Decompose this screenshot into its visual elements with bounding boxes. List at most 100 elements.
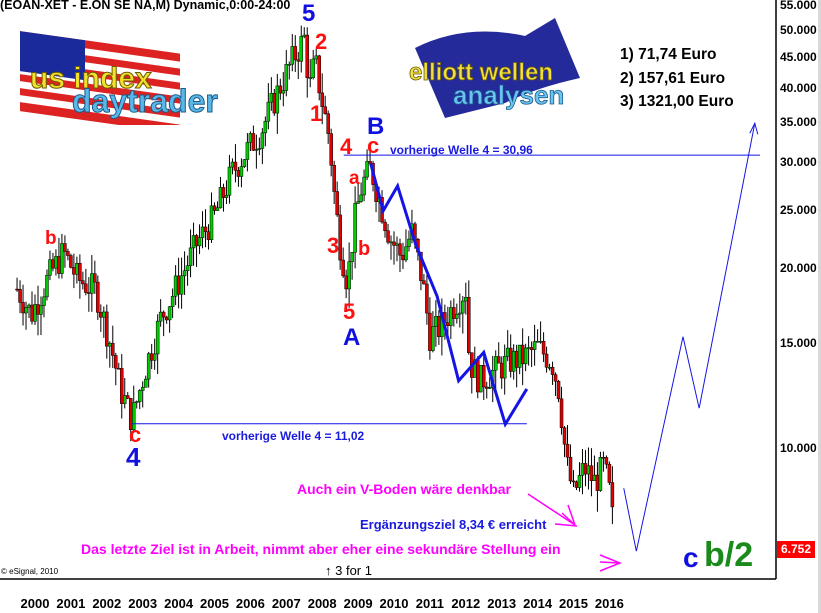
candle-body bbox=[482, 365, 486, 388]
candle-body bbox=[54, 256, 58, 269]
x-tick-label: 2001 bbox=[56, 596, 86, 611]
candle-body bbox=[505, 347, 510, 357]
candle-body bbox=[200, 226, 205, 238]
candle-body bbox=[111, 342, 115, 356]
candle-body bbox=[206, 231, 211, 240]
candle-body bbox=[323, 106, 327, 114]
candle-body bbox=[589, 465, 594, 481]
candle-body bbox=[368, 161, 372, 164]
candle-body bbox=[105, 311, 109, 347]
candle-body bbox=[203, 226, 208, 233]
x-tick-label: 2014 bbox=[523, 596, 553, 611]
candle-body bbox=[308, 77, 312, 79]
candle-body bbox=[571, 480, 576, 483]
candle-body bbox=[81, 280, 85, 285]
candle-body bbox=[117, 367, 121, 370]
candle-body bbox=[60, 243, 64, 274]
x-tick-label: 2000 bbox=[20, 596, 50, 611]
candle-body bbox=[559, 398, 564, 428]
final-label-c: c bbox=[683, 542, 699, 573]
candle-body bbox=[398, 243, 402, 256]
candle-body bbox=[224, 195, 229, 198]
last-target-arrow bbox=[599, 561, 621, 564]
scrollbar-edge[interactable] bbox=[818, 0, 821, 613]
wave-label-1: 1 bbox=[310, 101, 323, 126]
candle-body bbox=[27, 304, 31, 308]
x-tick-label: 2011 bbox=[415, 596, 444, 611]
candle-body bbox=[33, 304, 37, 322]
v-bottom-arrowhead bbox=[561, 504, 576, 526]
candle-body bbox=[24, 307, 28, 314]
candle-body bbox=[362, 176, 366, 196]
candle-body bbox=[586, 465, 591, 475]
candle-body bbox=[326, 113, 330, 134]
candle-body bbox=[167, 306, 172, 321]
candle-body bbox=[45, 274, 49, 298]
candle-body bbox=[137, 390, 142, 402]
y-tick-label: 30.000 bbox=[780, 155, 817, 170]
candle-body bbox=[356, 201, 360, 204]
candle-body bbox=[464, 297, 468, 302]
candle-body bbox=[78, 263, 82, 281]
candle-body bbox=[493, 356, 498, 371]
candle-body bbox=[526, 347, 531, 349]
elliott-wellen-analysen-logo: elliott wellen analysen bbox=[409, 18, 580, 118]
wave-label-A: A bbox=[343, 324, 361, 351]
candle-body bbox=[520, 344, 525, 365]
candle-body bbox=[479, 365, 483, 393]
candle-body bbox=[185, 265, 190, 271]
candle-body bbox=[458, 312, 462, 315]
candle-body bbox=[502, 356, 507, 379]
candle-body bbox=[155, 320, 160, 355]
candle-body bbox=[532, 341, 537, 350]
candle-body bbox=[547, 367, 552, 369]
candle-body bbox=[281, 90, 286, 94]
candle-body bbox=[550, 367, 555, 375]
candle-body bbox=[191, 235, 196, 249]
candle-body bbox=[42, 296, 46, 306]
candle-body bbox=[275, 85, 280, 114]
candle-body bbox=[152, 353, 157, 361]
candle-body bbox=[293, 46, 298, 61]
candle-body bbox=[290, 46, 295, 65]
candle-body bbox=[389, 241, 393, 244]
candle-body bbox=[170, 295, 175, 307]
candle-body bbox=[496, 356, 501, 364]
y-tick-label: 10.000 bbox=[780, 441, 817, 455]
candle-body bbox=[601, 457, 606, 459]
y-tick-label: 15.000 bbox=[780, 335, 817, 350]
candle-body bbox=[556, 381, 561, 400]
x-tick-label: 2007 bbox=[271, 596, 301, 611]
candle-body bbox=[284, 64, 289, 91]
candle-body bbox=[84, 283, 88, 293]
candle-body bbox=[568, 457, 573, 482]
candle-body bbox=[66, 251, 70, 256]
candle-body bbox=[245, 142, 250, 160]
candle-body bbox=[607, 463, 612, 483]
candle-body bbox=[96, 281, 100, 313]
candle-body bbox=[404, 246, 408, 261]
candle-body bbox=[108, 342, 112, 347]
y-tick-label: 40.000 bbox=[780, 80, 817, 95]
overlays bbox=[131, 121, 760, 572]
candle-body bbox=[484, 386, 489, 389]
extension-target-note: Ergänzungsziel 8,34 € erreicht bbox=[360, 517, 547, 532]
v-bottom-arrow bbox=[527, 493, 576, 526]
wave-label-5-top: 5 bbox=[302, 0, 316, 27]
candle-body bbox=[437, 316, 441, 338]
candle-body bbox=[123, 395, 127, 404]
prev-wave4-high-label: vorherige Welle 4 = 30,96 bbox=[390, 143, 533, 157]
candle-body bbox=[75, 263, 79, 275]
candle-body bbox=[164, 316, 169, 321]
candle-body bbox=[48, 259, 52, 276]
x-tick-label: 2008 bbox=[307, 596, 337, 611]
candle-body bbox=[209, 205, 214, 240]
candle-body bbox=[15, 288, 19, 291]
last-target-note: Das letzte Ziel ist in Arbeit, nimmt abe… bbox=[81, 541, 561, 557]
candle-body bbox=[386, 230, 390, 243]
y-tick-label: 50.000 bbox=[780, 22, 817, 37]
candle-body bbox=[305, 34, 309, 78]
candle-body bbox=[233, 161, 238, 171]
wave-label-4-2003: 4 bbox=[126, 442, 141, 472]
